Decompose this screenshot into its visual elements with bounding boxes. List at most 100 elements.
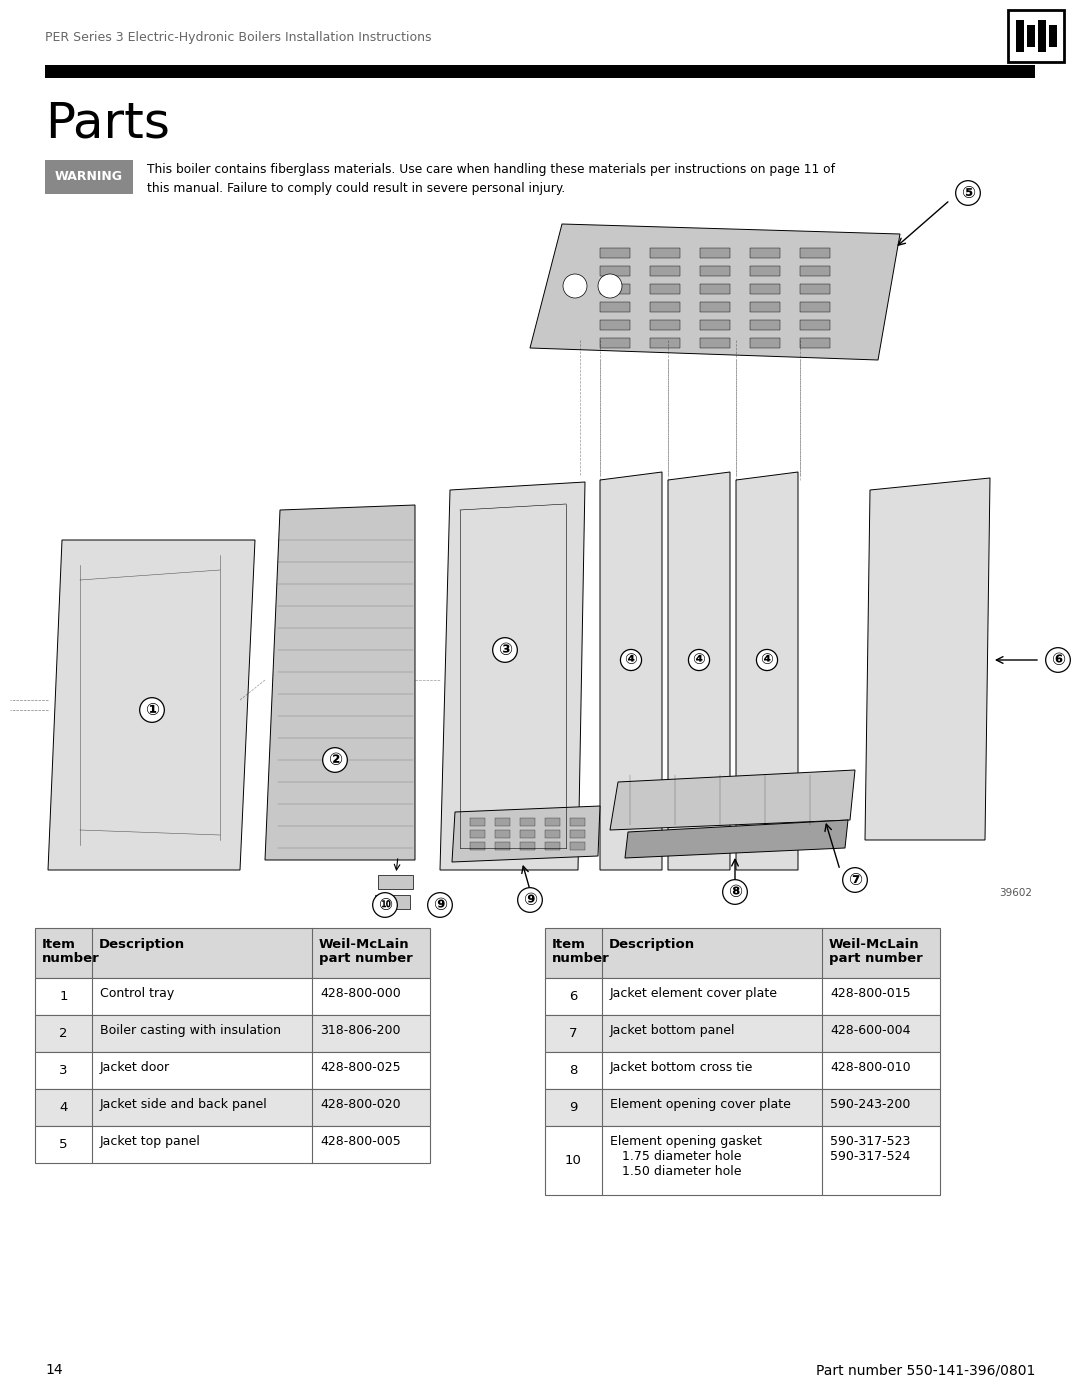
Polygon shape (669, 472, 730, 870)
Bar (45, 161, 133, 194)
Bar (700, 265, 730, 277)
Bar (545, 842, 561, 849)
Text: Item: Item (42, 937, 76, 951)
Bar (750, 249, 780, 258)
Polygon shape (600, 472, 662, 870)
Bar (700, 249, 730, 258)
Text: 8: 8 (569, 1065, 578, 1077)
Text: 4: 4 (59, 1101, 68, 1113)
Bar (750, 302, 780, 312)
Text: Description: Description (609, 937, 696, 951)
Bar (600, 320, 630, 330)
Bar (750, 265, 780, 277)
Text: 1.75 diameter hole: 1.75 diameter hole (610, 1150, 742, 1162)
Text: ⑧: ⑧ (728, 883, 742, 901)
Text: part number: part number (829, 951, 922, 965)
Bar (470, 842, 485, 849)
Text: ⑤: ⑤ (961, 184, 975, 203)
Bar (1026, 25, 1035, 47)
Text: number: number (552, 951, 610, 965)
Bar (800, 249, 831, 258)
Polygon shape (865, 478, 990, 840)
Text: 9: 9 (569, 1101, 578, 1113)
Text: Element opening gasket: Element opening gasket (610, 1134, 761, 1148)
Text: ⑩: ⑩ (378, 895, 392, 914)
Text: part number: part number (319, 951, 413, 965)
Text: ⑥: ⑥ (1051, 651, 1065, 669)
Text: Control tray: Control tray (100, 988, 174, 1000)
Bar (375, 895, 410, 909)
Bar (1049, 25, 1056, 47)
Text: 7: 7 (569, 1027, 578, 1039)
Bar (750, 320, 780, 330)
Text: ④: ④ (760, 652, 773, 668)
Bar (800, 320, 831, 330)
Polygon shape (265, 504, 415, 861)
Text: Jacket side and back panel: Jacket side and back panel (100, 1098, 268, 1111)
Text: Element opening cover plate: Element opening cover plate (610, 1098, 791, 1111)
Bar (570, 830, 585, 838)
Text: ②: ② (328, 752, 342, 768)
Text: 428-800-010: 428-800-010 (831, 1060, 910, 1074)
Text: 428-800-000: 428-800-000 (320, 988, 401, 1000)
Bar (35, 1052, 430, 1090)
Bar (1008, 10, 1064, 61)
Text: 590-317-524: 590-317-524 (831, 1150, 910, 1162)
Text: 1.50 diameter hole: 1.50 diameter hole (610, 1165, 742, 1178)
Bar (750, 338, 780, 348)
Text: Jacket element cover plate: Jacket element cover plate (610, 988, 778, 1000)
Text: 1: 1 (59, 990, 68, 1003)
Bar (800, 338, 831, 348)
Text: 14: 14 (45, 1363, 63, 1377)
Bar (495, 830, 510, 838)
Polygon shape (735, 472, 798, 870)
Circle shape (563, 274, 588, 298)
Text: Part number 550-141-396/0801: Part number 550-141-396/0801 (815, 1363, 1035, 1377)
Bar (650, 320, 680, 330)
Bar (700, 302, 730, 312)
Text: This boiler contains fiberglass materials. Use care when handling these material: This boiler contains fiberglass material… (147, 163, 835, 196)
Bar (1015, 20, 1024, 52)
Text: 10: 10 (565, 1154, 582, 1166)
Text: 428-800-015: 428-800-015 (831, 988, 910, 1000)
Bar (545, 978, 940, 1016)
Text: ①: ① (145, 701, 159, 719)
Bar (650, 302, 680, 312)
Bar (750, 284, 780, 293)
Bar (35, 928, 430, 978)
Bar (800, 265, 831, 277)
Text: Jacket bottom panel: Jacket bottom panel (610, 1024, 735, 1037)
Bar (378, 875, 413, 888)
Bar (35, 1126, 430, 1162)
Text: ⑨: ⑨ (523, 891, 537, 909)
Text: 2: 2 (59, 1027, 68, 1039)
Text: Weil-McLain: Weil-McLain (319, 937, 409, 951)
Text: Parts: Parts (45, 101, 170, 148)
Polygon shape (610, 770, 855, 830)
Text: Item: Item (552, 937, 585, 951)
Text: 428-800-025: 428-800-025 (320, 1060, 401, 1074)
Text: Weil-McLain: Weil-McLain (829, 937, 920, 951)
Text: 6: 6 (569, 990, 578, 1003)
Bar (600, 265, 630, 277)
Text: 590-243-200: 590-243-200 (831, 1098, 910, 1111)
Bar (495, 842, 510, 849)
Text: ③: ③ (498, 641, 512, 659)
Bar (800, 302, 831, 312)
Bar (35, 978, 430, 1016)
Bar (1038, 20, 1045, 52)
Bar (35, 1090, 430, 1126)
Text: ④: ④ (624, 652, 637, 668)
Bar (519, 842, 535, 849)
Bar (600, 302, 630, 312)
Polygon shape (625, 820, 848, 858)
Text: Jacket bottom cross tie: Jacket bottom cross tie (610, 1060, 754, 1074)
Text: 428-800-020: 428-800-020 (320, 1098, 401, 1111)
Bar (600, 338, 630, 348)
Polygon shape (453, 806, 600, 862)
Bar (495, 819, 510, 826)
Text: Jacket door: Jacket door (100, 1060, 171, 1074)
Text: Description: Description (99, 937, 185, 951)
Bar (650, 338, 680, 348)
Bar (545, 830, 561, 838)
